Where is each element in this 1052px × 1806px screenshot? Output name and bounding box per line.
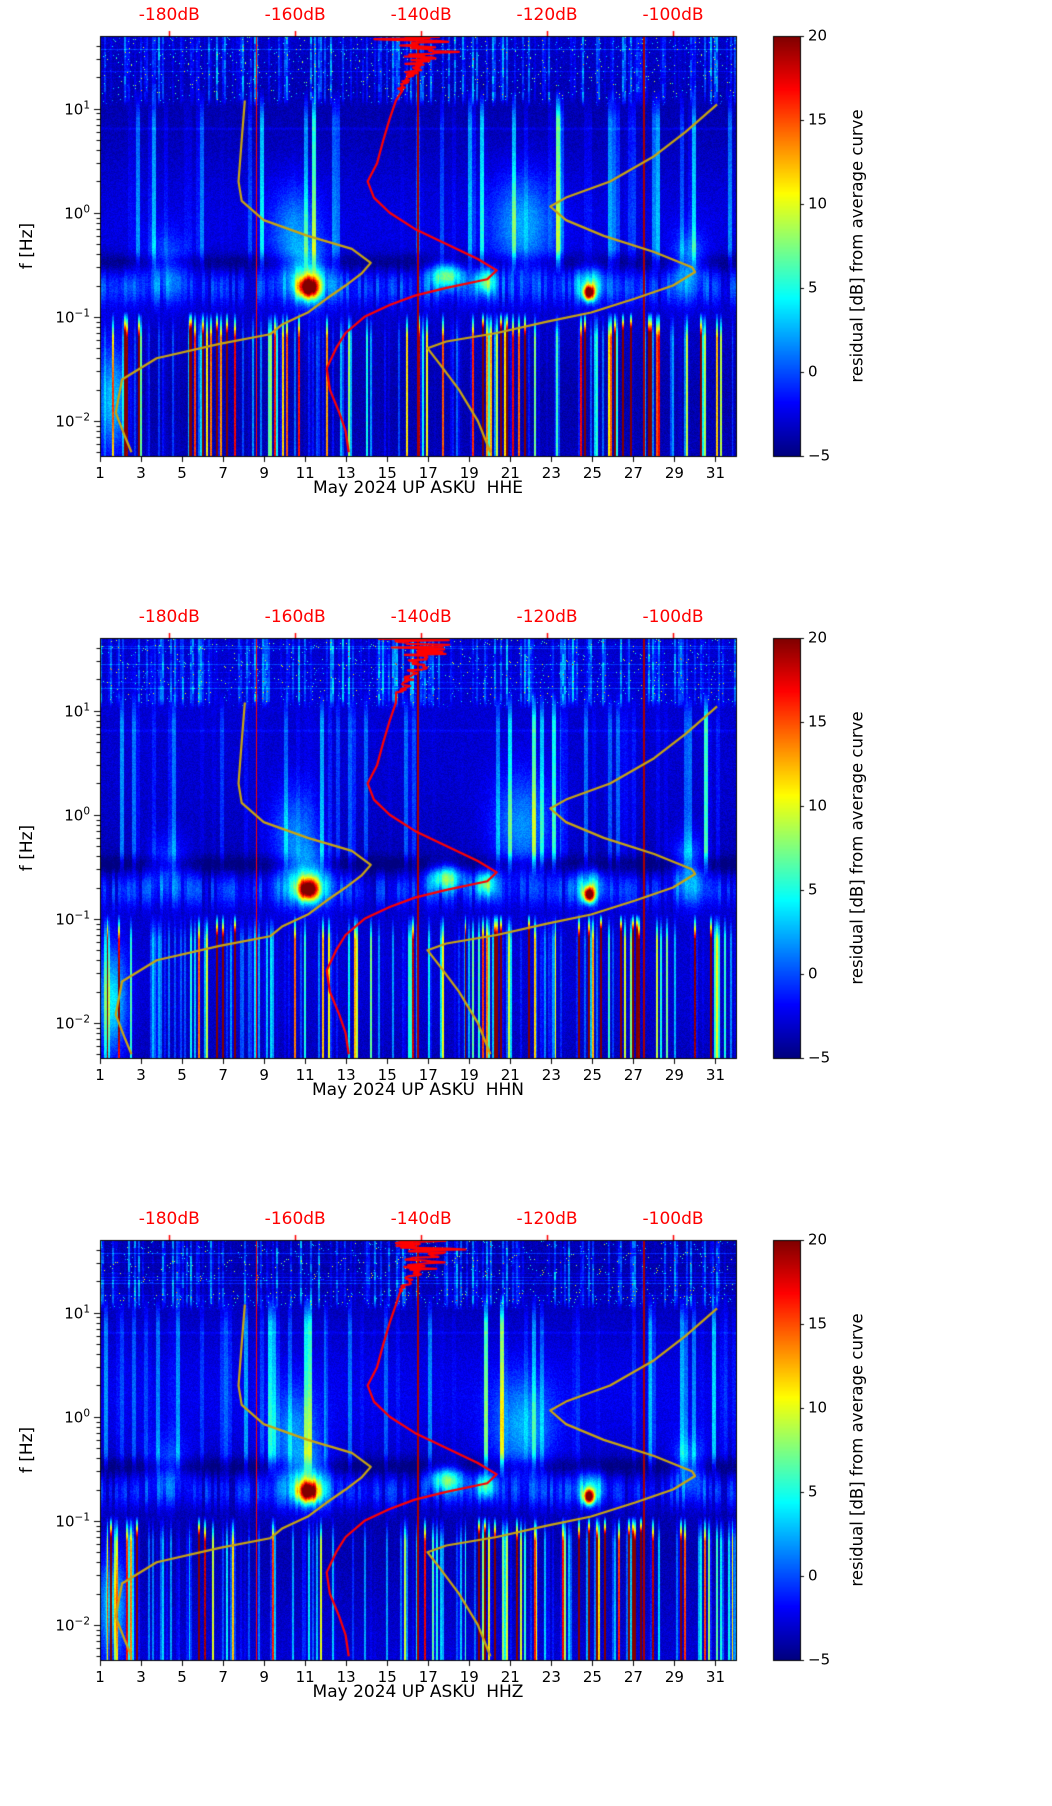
x-axis-label: May 2024 UP ASKU HHN	[312, 1080, 524, 1100]
colorbar-label: residual [dB] from average curve	[847, 109, 867, 383]
y-axis-label: f [Hz]	[17, 824, 37, 872]
x-axis-label: May 2024 UP ASKU HHE	[313, 478, 523, 498]
x-axis-label: May 2024 UP ASKU HHZ	[312, 1682, 524, 1702]
spectrogram-panel-hhe: -180dB -160dB -140dB -120dB -100dB 1 3 5 7 9 11 13 1…	[0, 0, 1052, 602]
colorbar-label: residual [dB] from average curve	[847, 1313, 867, 1587]
spectrogram-canvas-hhn	[0, 602, 1052, 1204]
y-axis-label: f [Hz]	[17, 222, 37, 270]
spectrogram-panel-hhz: -180dB -160dB -140dB -120dB -100dB 1 3 5 7 9 11 13 1…	[0, 1204, 1052, 1806]
spectrogram-panel-hhn: -180dB -160dB -140dB -120dB -100dB 1 3 5 7 9 11 13 1…	[0, 602, 1052, 1204]
spectrogram-canvas-hhz	[0, 1204, 1052, 1806]
y-axis-label: f [Hz]	[17, 1426, 37, 1474]
colorbar-label: residual [dB] from average curve	[847, 711, 867, 985]
spectrogram-canvas-hhe	[0, 0, 1052, 602]
